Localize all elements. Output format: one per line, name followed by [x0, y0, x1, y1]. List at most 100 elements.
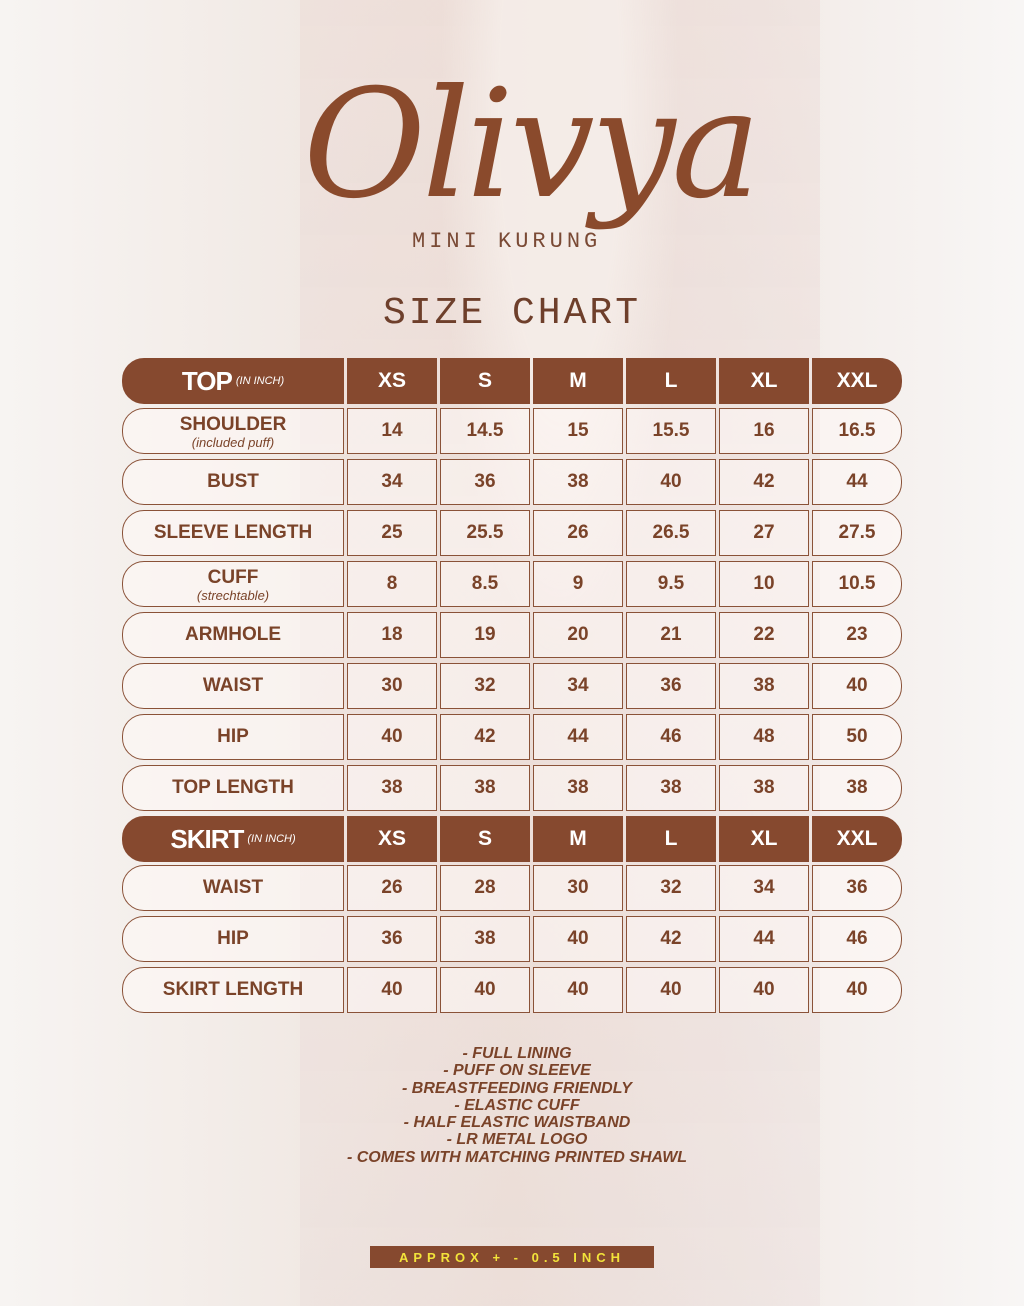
size-value: 36	[626, 663, 716, 709]
measurement-label: BUST	[122, 459, 344, 505]
measurement-label: CUFF (strechtable)	[122, 561, 344, 607]
feature-item: - LR METAL LOGO	[446, 1131, 588, 1149]
size-value: 40	[533, 916, 623, 962]
size-header-m: M	[533, 358, 623, 404]
measurement-name: WAIST	[202, 675, 264, 696]
size-value: 46	[812, 916, 902, 962]
skirt-header-row: SKIRT (IN INCH) XS S M L XL XXL	[122, 816, 902, 862]
size-value: 40	[440, 967, 530, 1013]
skirt-row: SKIRT LENGTH 40 40 40 40 40 40	[122, 967, 902, 1013]
measurement-name: SLEEVE LENGTH	[153, 522, 313, 543]
size-header-l: L	[626, 816, 716, 862]
size-value: 36	[812, 865, 902, 911]
measurement-note: (included puff)	[191, 434, 275, 450]
size-header-xs: XS	[347, 358, 437, 404]
top-row: SLEEVE LENGTH 25 25.5 26 26.5 27 27.5	[122, 510, 902, 556]
top-row: TOP LENGTH 38 38 38 38 38 38	[122, 765, 902, 811]
feature-list: - FULL LINING - PUFF ON SLEEVE - BREASTFEE…	[0, 1045, 1024, 1166]
size-value: 38	[440, 765, 530, 811]
size-value: 27	[719, 510, 809, 556]
feature-item: - HALF ELASTIC WAISTBAND	[403, 1114, 631, 1132]
size-value: 46	[626, 714, 716, 760]
size-value: 26	[347, 865, 437, 911]
size-value: 44	[533, 714, 623, 760]
size-value: 40	[347, 967, 437, 1013]
size-value: 48	[719, 714, 809, 760]
size-value: 22	[719, 612, 809, 658]
skirt-section-title: SKIRT	[170, 823, 244, 854]
size-value: 10	[719, 561, 809, 607]
feature-item: - COMES WITH MATCHING PRINTED SHAWL	[346, 1148, 688, 1166]
size-header-l: L	[626, 358, 716, 404]
top-header-row: TOP (IN INCH) XS S M L XL XXL	[122, 358, 902, 404]
top-header-label: TOP (IN INCH)	[122, 358, 344, 404]
measurement-label: SKIRT LENGTH	[122, 967, 344, 1013]
feature-item: - PUFF ON SLEEVE	[443, 1062, 591, 1080]
size-value: 50	[812, 714, 902, 760]
measurement-name: SHOULDER	[179, 413, 287, 435]
size-value: 38	[719, 765, 809, 811]
size-value: 23	[812, 612, 902, 658]
feature-item: - FULL LINING	[462, 1045, 572, 1062]
size-value: 40	[347, 714, 437, 760]
measurement-name: WAIST	[202, 877, 264, 898]
size-value: 16.5	[812, 408, 902, 454]
measurement-name: HIP	[217, 928, 249, 949]
size-value: 34	[347, 459, 437, 505]
skirt-unit: (IN INCH)	[247, 833, 296, 845]
skirt-row: HIP 36 38 40 42 44 46	[122, 916, 902, 962]
measurement-label: WAIST	[122, 663, 344, 709]
size-value: 42	[440, 714, 530, 760]
size-value: 34	[533, 663, 623, 709]
approx-note: APPROX + - 0.5 INCH	[370, 1246, 654, 1268]
size-value: 16	[719, 408, 809, 454]
size-value: 32	[440, 663, 530, 709]
size-value: 38	[533, 765, 623, 811]
size-value: 42	[626, 916, 716, 962]
size-header-m: M	[533, 816, 623, 862]
page-title: SIZE CHART	[382, 292, 642, 335]
size-value: 34	[719, 865, 809, 911]
size-value: 38	[719, 663, 809, 709]
size-header-xxl: XXL	[812, 816, 902, 862]
top-row: BUST 34 36 38 40 42 44	[122, 459, 902, 505]
size-value: 15.5	[626, 408, 716, 454]
size-value: 15	[533, 408, 623, 454]
size-header-xl: XL	[719, 358, 809, 404]
skirt-row: WAIST 26 28 30 32 34 36	[122, 865, 902, 911]
size-value: 40	[626, 459, 716, 505]
measurement-name: BUST	[207, 471, 259, 492]
size-value: 8.5	[440, 561, 530, 607]
size-value: 14	[347, 408, 437, 454]
size-value: 40	[812, 663, 902, 709]
top-section-title: TOP	[181, 365, 233, 396]
measurement-label: SLEEVE LENGTH	[122, 510, 344, 556]
measurement-label: HIP	[122, 916, 344, 962]
measurement-name: CUFF	[207, 566, 259, 588]
top-unit: (IN INCH)	[235, 375, 285, 387]
size-value: 9.5	[626, 561, 716, 607]
size-value: 30	[347, 663, 437, 709]
size-value: 25	[347, 510, 437, 556]
top-row: CUFF (strechtable) 8 8.5 9 9.5 10 10.5	[122, 561, 902, 607]
size-value: 40	[719, 967, 809, 1013]
brand-subtitle: MINI KURUNG	[412, 229, 602, 254]
size-value: 9	[533, 561, 623, 607]
size-header-s: S	[440, 358, 530, 404]
size-value: 40	[812, 967, 902, 1013]
top-row: ARMHOLE 18 19 20 21 22 23	[122, 612, 902, 658]
skirt-header-label: SKIRT (IN INCH)	[122, 816, 344, 862]
size-value: 38	[347, 765, 437, 811]
size-value: 40	[533, 967, 623, 1013]
size-value: 10.5	[812, 561, 902, 607]
size-value: 19	[440, 612, 530, 658]
size-header-xl: XL	[719, 816, 809, 862]
size-value: 30	[533, 865, 623, 911]
size-value: 44	[719, 916, 809, 962]
feature-item: - ELASTIC CUFF	[454, 1096, 580, 1114]
size-value: 8	[347, 561, 437, 607]
top-row: SHOULDER (included puff) 14 14.5 15 15.5 16 16.…	[122, 408, 902, 454]
size-value: 40	[626, 967, 716, 1013]
size-value: 26	[533, 510, 623, 556]
size-value: 25.5	[440, 510, 530, 556]
